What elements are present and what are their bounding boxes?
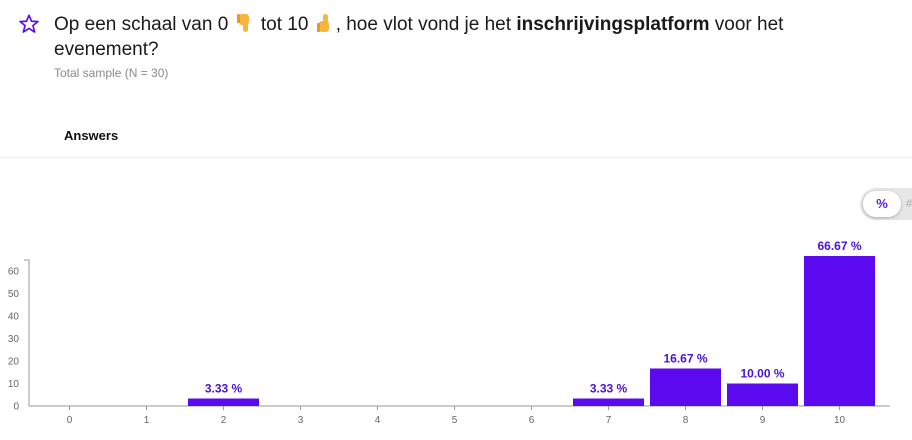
percent-toggle-option[interactable]: % xyxy=(863,191,901,217)
bar xyxy=(727,383,798,406)
bar xyxy=(650,368,721,406)
question-text-part3: , hoe vlot vond je het xyxy=(335,14,512,35)
x-tick-label: 7 xyxy=(606,415,612,426)
question-text-part2: tot 10 xyxy=(260,14,309,35)
thumbs-down-icon xyxy=(236,14,249,32)
data-label: 3.33 % xyxy=(205,382,243,396)
answers-bar-chart: 0 10 20 30 40 50 60 0 1 3.33 % 2 3 4 5 6 3.33 % 7 16.67 %… xyxy=(8,240,890,426)
x-tick-label: 1 xyxy=(144,415,150,426)
x-tick-label: 0 xyxy=(67,415,73,426)
y-tick-label: 60 xyxy=(8,267,20,278)
y-tick-label: 30 xyxy=(8,334,20,345)
bar xyxy=(188,398,259,406)
sample-size: Total sample (N = 30) xyxy=(54,66,169,80)
x-tick-label: 4 xyxy=(375,415,381,426)
data-label: 16.67 % xyxy=(663,351,707,365)
y-tick-label: 0 xyxy=(13,402,19,413)
bar xyxy=(573,398,644,406)
x-tick-label: 10 xyxy=(834,415,846,426)
x-tick-label: 2 xyxy=(221,415,227,426)
data-label: 10.00 % xyxy=(740,367,784,381)
data-label: 66.67 % xyxy=(817,240,861,253)
count-toggle-option[interactable]: # xyxy=(906,198,912,210)
y-tick-label: 20 xyxy=(8,357,20,368)
y-tick-label: 50 xyxy=(8,289,20,300)
question-text-bold: inschrijvingsplatform xyxy=(516,14,710,35)
x-tick-label: 5 xyxy=(452,415,458,426)
question-text-part4: voor het evenement? xyxy=(54,14,784,60)
bar xyxy=(804,256,875,406)
star-icon[interactable] xyxy=(18,13,40,35)
divider xyxy=(0,157,912,158)
x-tick-label: 8 xyxy=(683,415,689,426)
display-mode-toggle[interactable]: % # xyxy=(860,188,912,220)
question-text-part1: Op een schaal van 0 xyxy=(54,14,229,35)
data-label: 3.33 % xyxy=(590,382,628,396)
answers-heading: Answers xyxy=(64,128,119,143)
x-tick-label: 3 xyxy=(298,415,304,426)
y-tick-label: 40 xyxy=(8,312,20,323)
x-tick-label: 6 xyxy=(529,415,535,426)
question-title: Op een schaal van 0 tot 10 , hoe vlot vo… xyxy=(54,12,854,62)
x-tick-label: 9 xyxy=(760,415,766,426)
y-tick-label: 10 xyxy=(8,379,20,390)
thumbs-up-icon xyxy=(316,14,329,32)
